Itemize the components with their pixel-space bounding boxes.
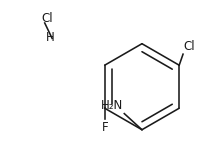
Text: H: H [46, 31, 55, 44]
Text: H₂N: H₂N [101, 99, 123, 112]
Text: F: F [101, 121, 108, 134]
Text: Cl: Cl [184, 40, 195, 53]
Text: Cl: Cl [42, 12, 53, 25]
